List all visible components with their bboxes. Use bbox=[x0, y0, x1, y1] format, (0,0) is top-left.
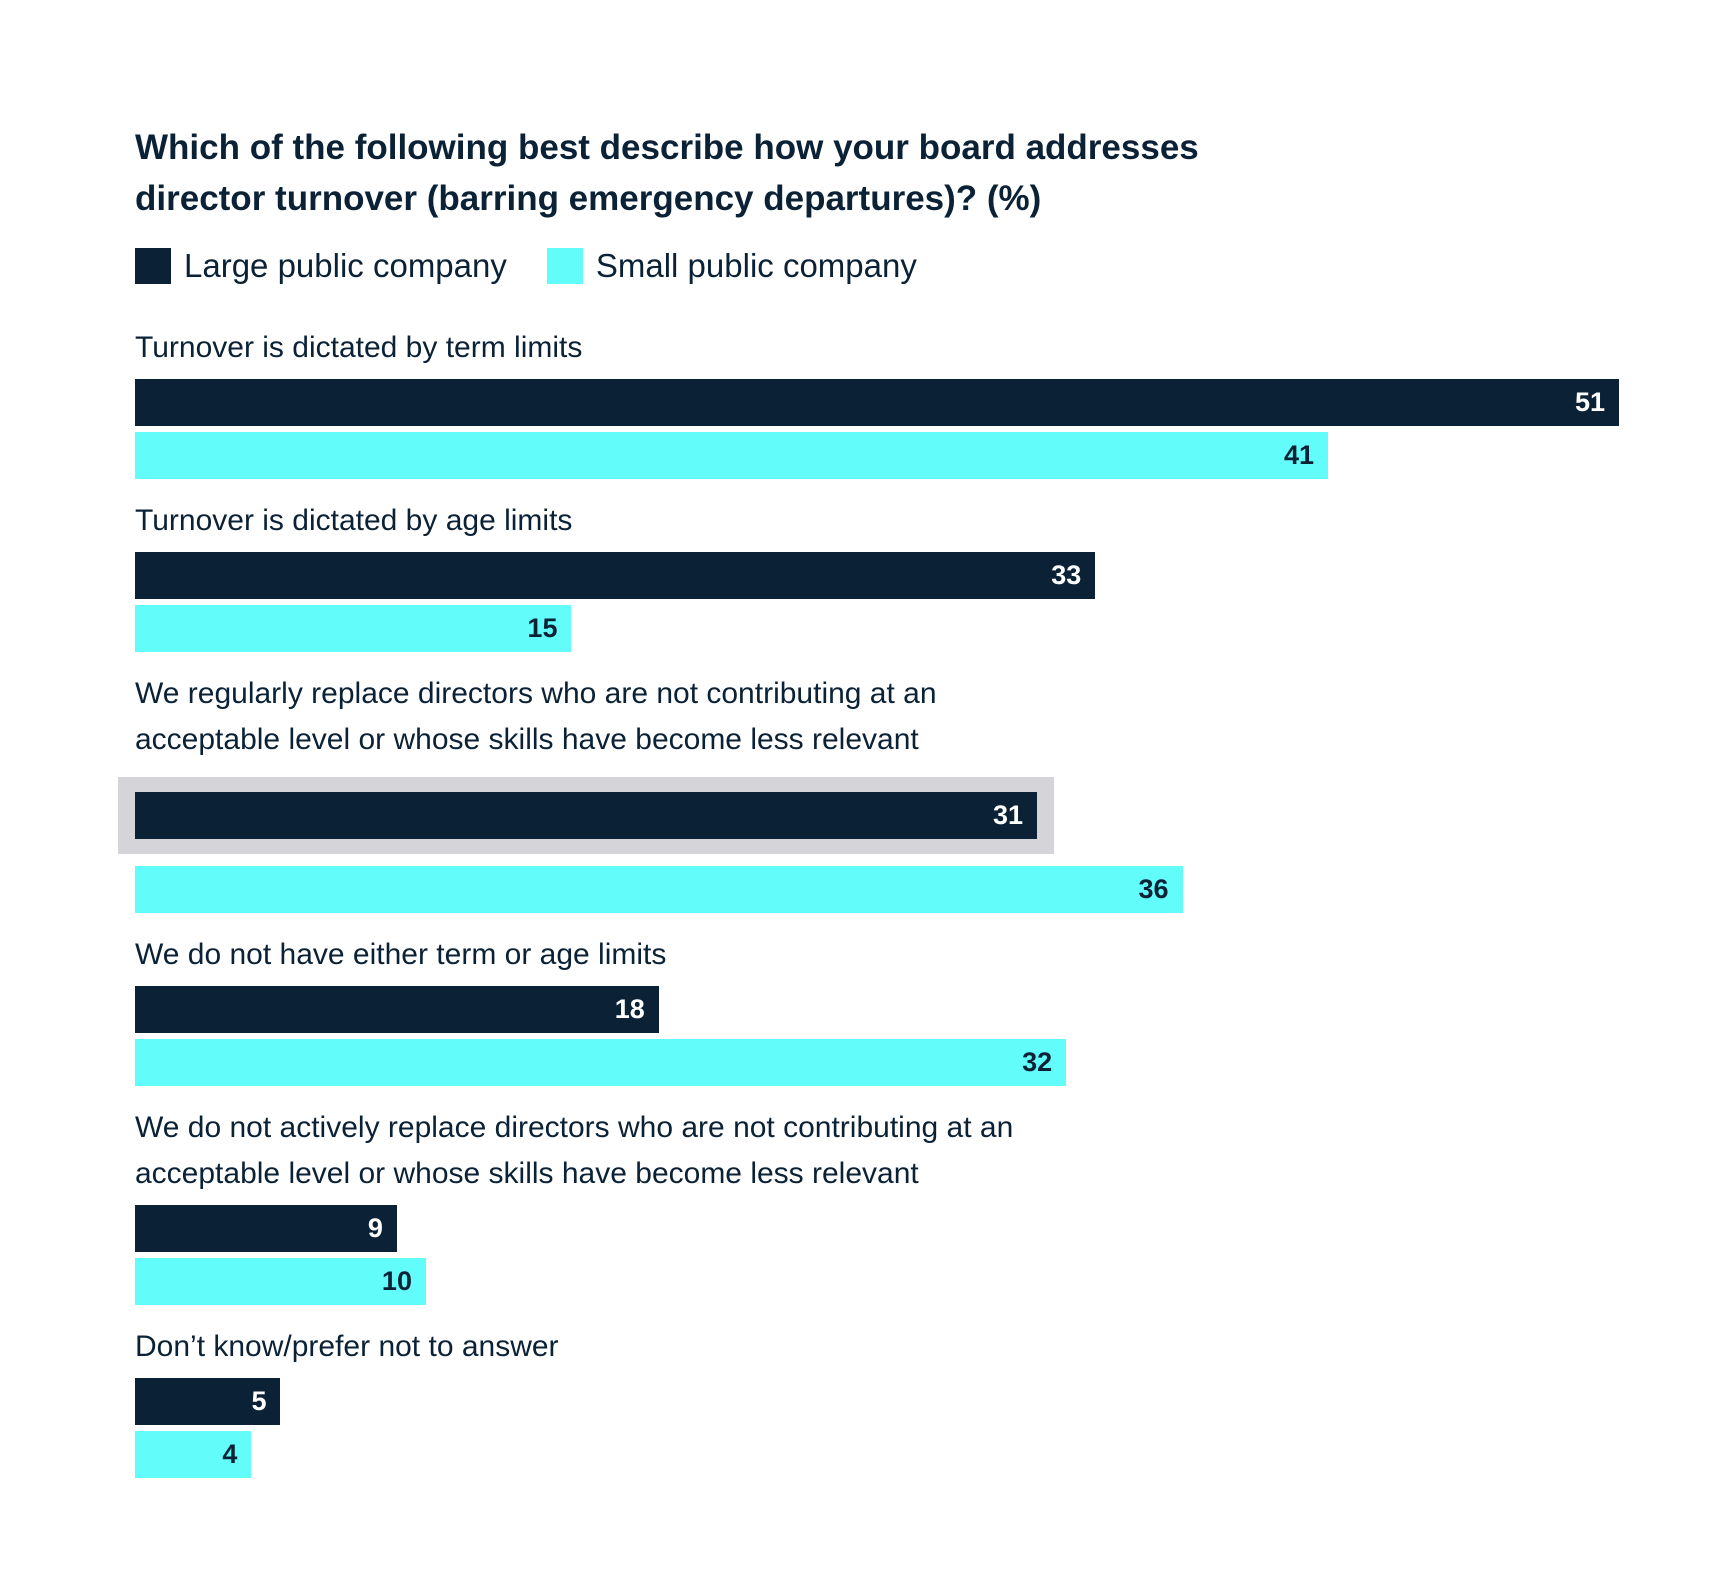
chart-title-line-1: Which of the following best describe how… bbox=[135, 128, 1199, 167]
category-label-line: Turnover is dictated by term limits bbox=[135, 331, 583, 364]
legend-swatch-small bbox=[546, 248, 583, 284]
bar-value-label: 36 bbox=[1138, 874, 1169, 904]
bar-large: 51 bbox=[135, 379, 1619, 426]
category-label-line: We do not actively replace directors who… bbox=[135, 1111, 1014, 1144]
category-label: Turnover is dictated by age limits bbox=[135, 498, 572, 544]
category-label-line: Don’t know/prefer not to answer bbox=[135, 1330, 559, 1363]
category-label-line: We do not have either term or age limits bbox=[135, 938, 667, 971]
bar-small: 10 bbox=[135, 1258, 426, 1305]
chart-title: Which of the following best describe how… bbox=[135, 122, 1435, 224]
bar-value-label: 4 bbox=[222, 1439, 238, 1469]
bar-value-label: 31 bbox=[992, 800, 1024, 830]
bar-value-label: 5 bbox=[251, 1386, 267, 1416]
category-label: Turnover is dictated by term limits bbox=[135, 325, 582, 371]
legend-label-small: Small public company bbox=[595, 247, 917, 284]
bar-large: 5 bbox=[135, 1378, 281, 1425]
bar-value-label: 15 bbox=[527, 613, 558, 643]
chart-legend: Large public company Small public compan… bbox=[135, 246, 957, 286]
category-label-line: acceptable level or whose skills have be… bbox=[135, 1157, 919, 1190]
bar-small: 15 bbox=[135, 605, 572, 652]
bar-value-label: 18 bbox=[614, 994, 645, 1024]
category-label: We do not actively replace directors who… bbox=[135, 1105, 1013, 1197]
category-label: We regularly replace directors who are n… bbox=[135, 671, 937, 763]
bar-small: 4 bbox=[135, 1431, 252, 1478]
bar-value-label: 33 bbox=[1051, 560, 1082, 590]
bar-small: 36 bbox=[135, 866, 1183, 913]
legend-item-small: Small public company bbox=[546, 247, 917, 285]
bar-value-label: 41 bbox=[1283, 440, 1315, 470]
bar-value-label: 9 bbox=[367, 1213, 383, 1243]
legend-label-large: Large public company bbox=[184, 247, 507, 284]
category-label: Don’t know/prefer not to answer bbox=[135, 1324, 559, 1370]
category-label: We do not have either term or age limits bbox=[135, 932, 666, 978]
category-label-line: acceptable level or whose skills have be… bbox=[135, 723, 919, 756]
bar-large: 31 bbox=[135, 792, 1038, 839]
category-label-line: We regularly replace directors who are n… bbox=[135, 677, 937, 710]
legend-swatch-large bbox=[135, 248, 171, 284]
bar-large: 18 bbox=[135, 986, 659, 1033]
bar-value-label: 32 bbox=[1022, 1047, 1053, 1077]
bar-value-label: 51 bbox=[1574, 387, 1605, 417]
bar-small: 41 bbox=[135, 432, 1329, 479]
category-label-line: Turnover is dictated by age limits bbox=[135, 504, 573, 537]
bar-large: 9 bbox=[135, 1205, 397, 1252]
legend-item-large: Large public company bbox=[135, 247, 507, 285]
bar-small: 32 bbox=[135, 1039, 1067, 1086]
chart-title-line-2: director turnover (barring emergency dep… bbox=[135, 179, 1042, 218]
bar-value-label: 10 bbox=[381, 1266, 412, 1296]
bar-large: 33 bbox=[135, 552, 1096, 599]
